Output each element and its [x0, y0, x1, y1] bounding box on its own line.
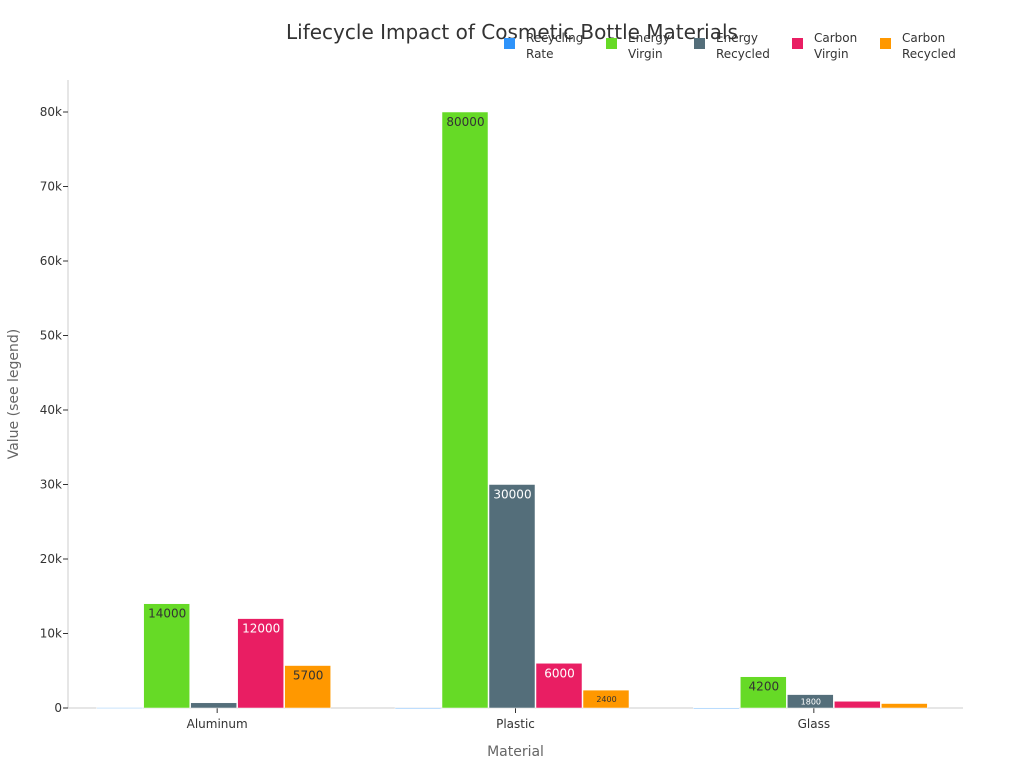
legend-swatch [792, 38, 803, 49]
data-label: 1800 [801, 697, 821, 706]
bar [535, 663, 583, 709]
data-label: 6000 [544, 666, 575, 680]
legend-item[interactable]: Carbon Virgin [792, 30, 878, 64]
y-tick-label: 30k [40, 478, 62, 492]
bar [143, 603, 190, 709]
y-tick-label: 80k [40, 105, 62, 119]
y-tick-label: 70k [40, 180, 62, 194]
data-label: 30000 [493, 488, 531, 502]
bar [740, 676, 787, 709]
bar [441, 111, 489, 709]
y-axis-title: Value (see legend) [6, 329, 22, 460]
legend-label: Recycling Rate [526, 31, 584, 61]
legend: Recycling Rate Energy Virgin Energy Recycl… [500, 30, 1000, 64]
y-tick-label: 0 [54, 701, 62, 715]
legend-item[interactable]: Energy Virgin [606, 30, 692, 64]
bar [237, 618, 284, 709]
bar [693, 707, 740, 709]
x-tick-label: Plastic [496, 717, 535, 731]
data-label: 80000 [446, 115, 484, 129]
legend-swatch [504, 38, 515, 49]
bar [488, 484, 536, 709]
y-tick-label: 60k [40, 254, 62, 268]
x-axis-title: Material [487, 744, 544, 760]
data-label: 12000 [242, 622, 280, 636]
x-tick-label: Glass [798, 717, 831, 731]
legend-label: Energy Virgin [628, 31, 671, 61]
legend-item[interactable]: Recycling Rate [504, 30, 590, 64]
legend-label: Carbon Virgin [814, 31, 858, 61]
legend-swatch [694, 38, 705, 49]
y-tick-label: 50k [40, 329, 62, 343]
bar [96, 707, 143, 709]
data-label: 5700 [293, 669, 324, 683]
y-tick-label: 20k [40, 552, 62, 566]
bar [834, 701, 881, 709]
legend-label: Energy Recycled [716, 31, 770, 61]
data-label: 4200 [749, 680, 780, 694]
legend-swatch [606, 38, 617, 49]
bar [881, 703, 928, 709]
bar [394, 707, 442, 709]
data-label: 2400 [596, 695, 616, 704]
x-tick-label: Aluminum [187, 717, 248, 731]
bar [190, 702, 237, 709]
legend-item[interactable]: Carbon Recycled [880, 30, 966, 64]
y-tick-label: 40k [40, 403, 62, 417]
legend-swatch [880, 38, 891, 49]
y-tick-label: 10k [40, 627, 62, 641]
bar [284, 665, 331, 709]
bar [582, 689, 630, 709]
legend-label: Carbon Recycled [902, 31, 956, 61]
data-label: 14000 [148, 607, 186, 621]
bar [787, 694, 834, 709]
legend-item[interactable]: Energy Recycled [694, 30, 780, 64]
